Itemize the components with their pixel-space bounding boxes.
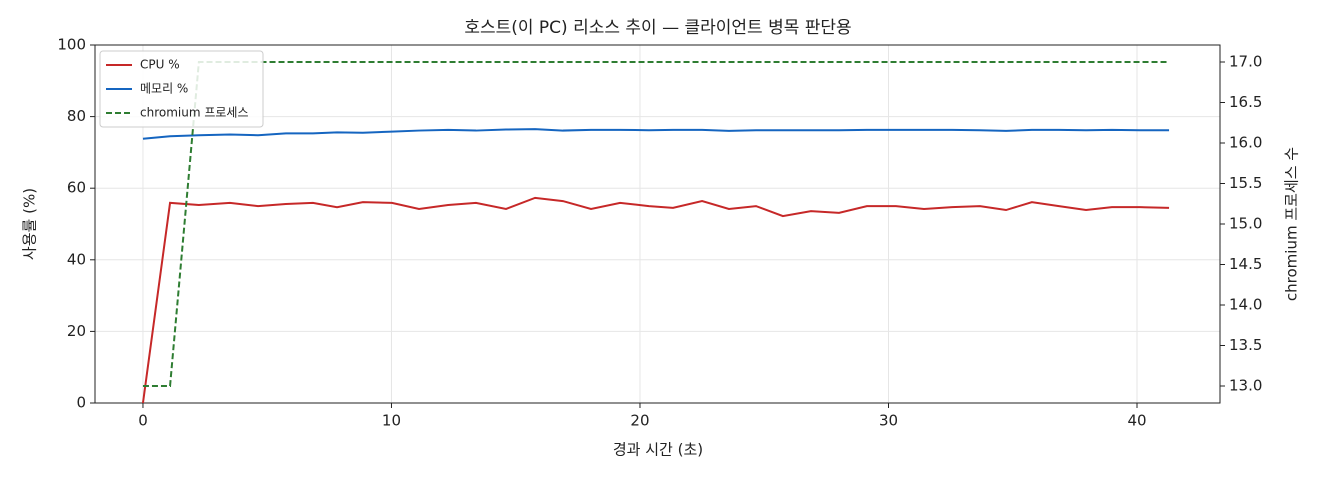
y-tick-label: 20 [67, 322, 86, 340]
legend-label: CPU % [140, 58, 180, 72]
y-tick-label: 0 [76, 394, 86, 412]
x-tick-label: 40 [1127, 412, 1146, 430]
legend-box [99, 50, 264, 128]
y-tick-label: 40 [67, 250, 86, 268]
y2-tick-label: 17.0 [1229, 53, 1262, 71]
x-tick-label: 30 [879, 412, 898, 430]
y2-tick-label: 15.0 [1229, 215, 1262, 233]
chart-title: 호스트(이 PC) 리소스 추이 — 클라이언트 병목 판단용 [464, 18, 851, 38]
y2-tick-label: 14.5 [1229, 255, 1262, 273]
y-tick-label: 80 [67, 107, 86, 125]
y2-tick-label: 15.5 [1229, 174, 1262, 192]
y2-tick-label: 13.0 [1229, 376, 1262, 394]
x-axis-label: 경과 시간 (초) [613, 441, 703, 459]
legend-label: 메모리 % [140, 82, 188, 96]
y2-tick-label: 16.0 [1229, 134, 1262, 152]
x-tick-label: 10 [382, 412, 401, 430]
y-tick-label: 100 [57, 36, 86, 54]
series-line [141, 196, 1170, 404]
x-tick-label: 0 [138, 412, 148, 430]
legend-label: chromium 프로세스 [140, 106, 249, 120]
series-line [142, 61, 1170, 387]
y2-axis-label: chromium 프로세스 수 [1283, 147, 1301, 301]
x-tick-label: 20 [630, 412, 649, 430]
y-tick-label: 60 [67, 179, 86, 197]
plot-frame [94, 44, 1221, 404]
y2-tick-label: 14.0 [1229, 295, 1262, 313]
y2-tick-label: 16.5 [1229, 93, 1262, 111]
y-axis-label: 사용률 (%) [21, 188, 39, 260]
y2-tick-label: 13.5 [1229, 336, 1262, 354]
series-line [142, 128, 1170, 140]
